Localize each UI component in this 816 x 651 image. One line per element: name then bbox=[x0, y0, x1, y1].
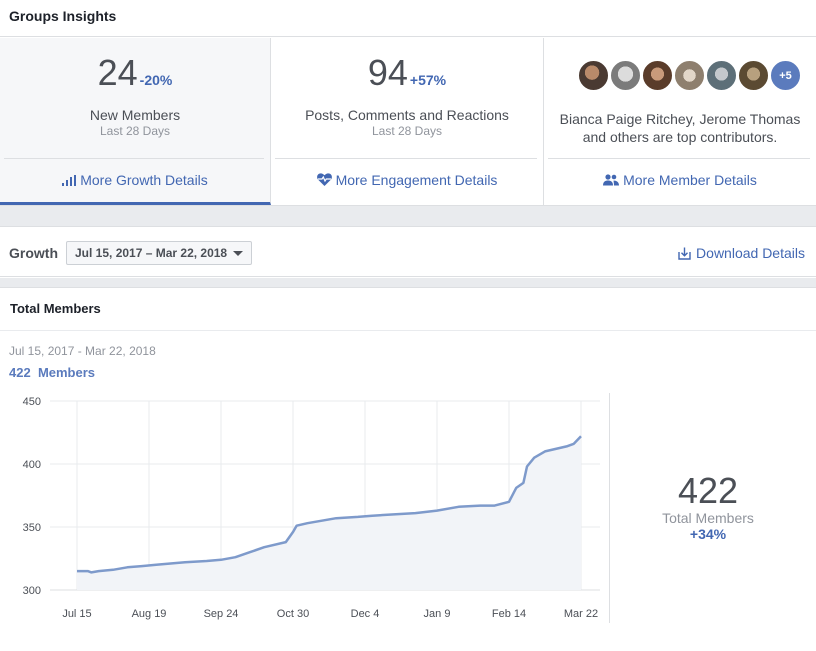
total-members-chart: 300 350 400 450 Jul 15 Aug 19 Sep 24 Oct 30 Dec … bbox=[23, 396, 600, 620]
growth-metric: 24 -20% bbox=[0, 52, 270, 94]
avatar[interactable] bbox=[609, 59, 642, 92]
x-tick-label: Jul 15 bbox=[62, 608, 91, 620]
insight-cards: 24 -20% New Members Last 28 Days More Gro… bbox=[0, 38, 816, 206]
download-details-label: Download Details bbox=[696, 245, 805, 261]
members-card[interactable]: +5 Bianca Paige Ritchey, Jerome Thomas a… bbox=[544, 38, 816, 205]
card-divider bbox=[275, 158, 537, 159]
avatar[interactable] bbox=[673, 59, 706, 92]
more-engagement-details-link[interactable]: More Engagement Details bbox=[271, 172, 543, 189]
y-tick-label: 300 bbox=[23, 585, 41, 597]
download-details-link[interactable]: Download Details bbox=[678, 245, 805, 263]
series-line bbox=[77, 435, 582, 574]
more-growth-details-label: More Growth Details bbox=[80, 172, 208, 188]
bar-chart-icon bbox=[62, 173, 77, 189]
more-member-details-link[interactable]: More Member Details bbox=[544, 172, 816, 189]
total-members-title: Total Members bbox=[10, 301, 101, 316]
page-header: Groups Insights bbox=[0, 0, 816, 37]
engagement-change: +57% bbox=[409, 72, 447, 88]
avatar[interactable] bbox=[705, 59, 738, 92]
y-tick-label: 450 bbox=[23, 396, 41, 408]
summary-label: Total Members bbox=[662, 510, 754, 526]
members-label: Members bbox=[37, 365, 96, 380]
more-contributors-badge[interactable]: +5 bbox=[769, 59, 802, 92]
panel-divider bbox=[0, 330, 816, 331]
engagement-label: Posts, Comments and Reactions bbox=[305, 107, 509, 123]
total-members-summary: 422 Total Members +34% bbox=[610, 470, 806, 542]
top-contributors-text: Bianca Paige Ritchey, Jerome Thomas and … bbox=[544, 110, 816, 146]
x-tick-label: Aug 19 bbox=[132, 608, 167, 620]
more-member-details-label: More Member Details bbox=[623, 172, 757, 188]
card-divider bbox=[548, 158, 810, 159]
more-growth-details-link[interactable]: More Growth Details bbox=[0, 172, 270, 189]
members-count-line: 422 Members bbox=[9, 365, 95, 380]
growth-card[interactable]: 24 -20% New Members Last 28 Days More Gro… bbox=[0, 38, 271, 205]
contributors-line-2: and others are top contributors. bbox=[582, 129, 778, 145]
series-area bbox=[77, 436, 581, 590]
engagement-value: 94 bbox=[367, 52, 408, 93]
card-divider bbox=[4, 158, 264, 159]
growth-label: New Members bbox=[89, 107, 181, 123]
chart-divider bbox=[609, 393, 610, 623]
heart-pulse-icon bbox=[316, 173, 332, 189]
y-tick-label: 400 bbox=[23, 459, 41, 471]
summary-value: 422 bbox=[677, 470, 739, 511]
top-contributors-avatars: +5 bbox=[577, 59, 802, 92]
x-tick-label: Sep 24 bbox=[204, 608, 239, 620]
download-icon bbox=[678, 247, 691, 263]
more-engagement-details-label: More Engagement Details bbox=[335, 172, 498, 188]
avatar[interactable] bbox=[737, 59, 770, 92]
x-tick-label: Feb 14 bbox=[492, 608, 526, 620]
growth-value: 24 bbox=[97, 52, 138, 93]
growth-toolbar: Growth Jul 15, 2017 – Mar 22, 2018 Downl… bbox=[0, 227, 816, 277]
caret-down-icon bbox=[233, 251, 243, 256]
y-tick-label: 350 bbox=[23, 522, 41, 534]
date-range-select[interactable]: Jul 15, 2017 – Mar 22, 2018 bbox=[66, 241, 252, 265]
x-tick-label: Jan 9 bbox=[424, 608, 451, 620]
engagement-period: Last 28 Days bbox=[371, 124, 443, 138]
section-gap bbox=[0, 278, 816, 288]
engagement-metric: 94 +57% bbox=[271, 52, 543, 94]
summary-change: +34% bbox=[689, 526, 727, 542]
people-icon bbox=[603, 173, 620, 189]
x-tick-label: Oct 30 bbox=[277, 608, 309, 620]
avatar[interactable] bbox=[577, 59, 610, 92]
engagement-card[interactable]: 94 +57% Posts, Comments and Reactions Las… bbox=[271, 38, 544, 205]
growth-period: Last 28 Days bbox=[99, 124, 171, 138]
page-title: Groups Insights bbox=[9, 8, 117, 24]
growth-title: Growth bbox=[9, 245, 58, 261]
growth-change: -20% bbox=[139, 72, 173, 88]
x-tick-label: Mar 22 bbox=[564, 608, 598, 620]
x-tick-label: Dec 4 bbox=[351, 608, 380, 620]
avatar[interactable] bbox=[641, 59, 674, 92]
section-gap bbox=[0, 206, 816, 227]
contributors-line-1: Bianca Paige Ritchey, Jerome Thomas bbox=[559, 111, 801, 127]
members-count: 422 bbox=[9, 365, 31, 380]
date-range-value: Jul 15, 2017 – Mar 22, 2018 bbox=[75, 246, 228, 260]
chart-date-range: Jul 15, 2017 - Mar 22, 2018 bbox=[9, 344, 156, 358]
